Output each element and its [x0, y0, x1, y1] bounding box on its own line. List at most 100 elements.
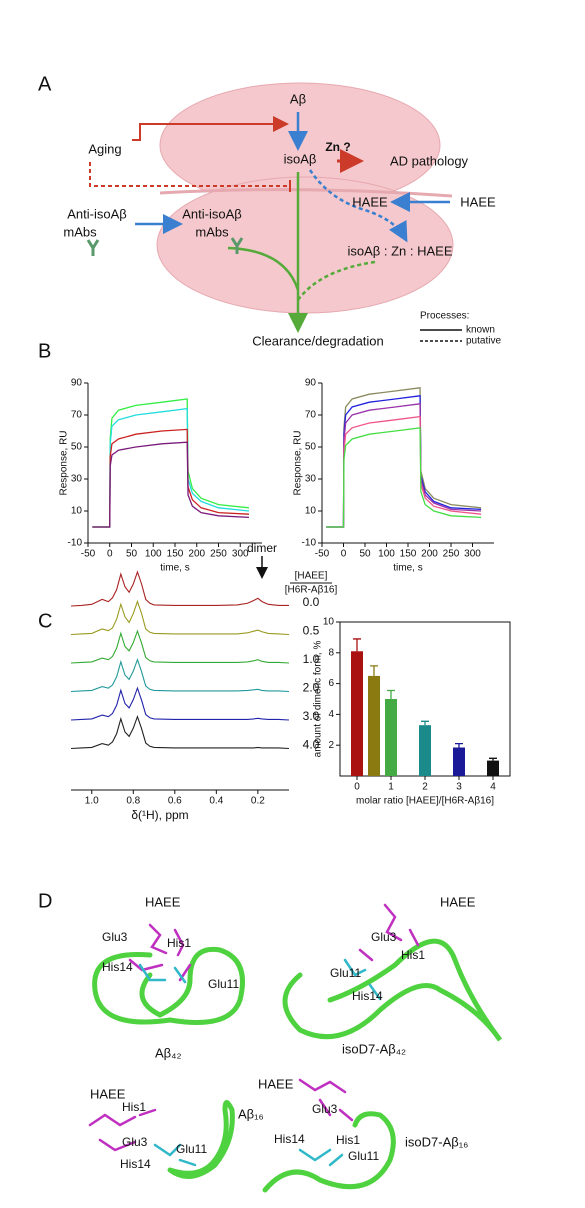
- sticks: [358, 903, 420, 962]
- x-tick-label: 0.4: [209, 796, 223, 807]
- y-tick-label: 10: [323, 617, 335, 628]
- bar: [453, 747, 465, 776]
- antibody-icon: [86, 237, 244, 256]
- label: Anti-isoAβ: [67, 206, 127, 221]
- x-tick-label: 200: [188, 549, 205, 560]
- label: His14: [274, 1132, 305, 1146]
- line-series: [92, 407, 250, 528]
- ratio-label: 4.0: [303, 738, 320, 752]
- x-tick-label: 200: [421, 549, 438, 560]
- ratio-label: 2.0: [303, 681, 320, 695]
- label: Glu11: [348, 1149, 379, 1163]
- ratio-label: 0.5: [303, 624, 320, 638]
- label: His1: [401, 948, 425, 962]
- structure-title: Aβ₁₆: [238, 1106, 264, 1121]
- label: Clearance/degradation: [252, 333, 384, 348]
- x-axis-title: time, s: [160, 563, 189, 574]
- label: His14: [102, 960, 133, 974]
- label: HAEE: [440, 894, 476, 909]
- label: HAEE: [258, 1076, 294, 1091]
- label: HAEE: [90, 1086, 126, 1101]
- label: Anti-isoAβ: [182, 206, 242, 221]
- ratio-label: 1.0: [303, 652, 320, 666]
- x-tick-label: -50: [81, 549, 96, 560]
- x-tick-label: 0: [107, 549, 113, 560]
- sticks: [298, 1078, 354, 1122]
- sticks: [298, 1148, 344, 1167]
- x-tick-label: -50: [315, 549, 330, 560]
- y-tick-label: 70: [305, 410, 317, 421]
- y-tick-label: 2: [328, 740, 334, 751]
- x-tick-label: 150: [400, 549, 417, 560]
- x-tick-label: 2: [422, 782, 428, 793]
- x-axis-title: δ(¹H), ppm: [131, 808, 188, 822]
- ribbon: [92, 946, 245, 1025]
- panel-label: D: [38, 890, 52, 912]
- sticks: [343, 958, 382, 1001]
- legend-label: putative: [466, 336, 501, 347]
- structure-labels: HAEE Glu3 His1 His14 Glu11 Aβ₄₂ HAEE Glu…: [90, 894, 476, 1171]
- panel-label: A: [38, 73, 52, 95]
- label: HAEE: [460, 194, 496, 209]
- x-tick-label: 0: [341, 549, 347, 560]
- label: HAEE: [145, 894, 181, 909]
- spectrum: [70, 570, 289, 607]
- label: Glu11: [330, 966, 361, 980]
- y-tick-label: 50: [305, 442, 317, 453]
- brain-fissure: [159, 188, 453, 198]
- path: [296, 260, 376, 301]
- error-bar: [455, 743, 463, 748]
- x-axis-title: molar ratio [HAEE]/[H6R-Aβ16]: [356, 796, 494, 807]
- label: Glu3: [371, 930, 397, 944]
- x-tick-label: 0.6: [168, 796, 182, 807]
- y-tick-label: -10: [68, 538, 83, 549]
- x-tick-label: 100: [378, 549, 395, 560]
- x-tick-label: 50: [126, 549, 138, 560]
- x-tick-label: 300: [464, 549, 481, 560]
- label: His1: [167, 936, 191, 950]
- annotation: dimer: [247, 541, 277, 555]
- error-bar: [489, 757, 497, 761]
- x-axis-title: time, s: [393, 563, 422, 574]
- error-bar: [421, 720, 429, 726]
- line-series: [326, 415, 482, 528]
- arrow: [132, 116, 289, 141]
- bar: [351, 651, 363, 776]
- y-tick-label: 50: [71, 442, 83, 453]
- label: His14: [120, 1157, 151, 1171]
- label: Glu11: [176, 1142, 207, 1156]
- line-series: [92, 428, 249, 528]
- x-tick-label: 1: [388, 782, 394, 793]
- line-series: [326, 403, 482, 528]
- y-tick-label: 30: [71, 474, 83, 485]
- legend-label: known: [466, 325, 495, 336]
- y-tick-label: 30: [305, 474, 317, 485]
- bar: [385, 699, 397, 776]
- y-tick-label: 10: [305, 506, 317, 517]
- label: AD pathology: [390, 153, 469, 168]
- label: His14: [352, 989, 383, 1003]
- label: HAEE: [352, 194, 388, 209]
- label: Aβ: [290, 91, 306, 106]
- x-tick-label: 250: [210, 549, 227, 560]
- panel-a: Aβ isoAβ Zn ? AD pathology Aging HAEE HA…: [63, 82, 501, 348]
- y-tick-label: -10: [302, 538, 317, 549]
- ratio-header: [HAEE]: [295, 571, 328, 582]
- sticks: [153, 1143, 197, 1167]
- spectrum: [70, 657, 290, 693]
- y-axis-title: Response, RU: [293, 430, 304, 495]
- y-tick-label: 90: [71, 378, 83, 389]
- structure-title: isoD7-Aβ₄₂: [342, 1041, 406, 1056]
- line-series: [92, 441, 249, 528]
- ratio-header: [H6R-Aβ16]: [285, 585, 338, 596]
- y-tick-label: 4: [328, 709, 334, 720]
- ratio-label: 3.0: [303, 709, 320, 723]
- label: His1: [336, 1133, 360, 1147]
- structures: [88, 903, 503, 1193]
- line-series: [326, 427, 482, 528]
- label: Glu11: [208, 977, 239, 991]
- x-tick-label: 0: [354, 782, 360, 793]
- structure-title: isoD7-Aβ₁₆: [405, 1134, 468, 1149]
- line-series: [326, 387, 482, 528]
